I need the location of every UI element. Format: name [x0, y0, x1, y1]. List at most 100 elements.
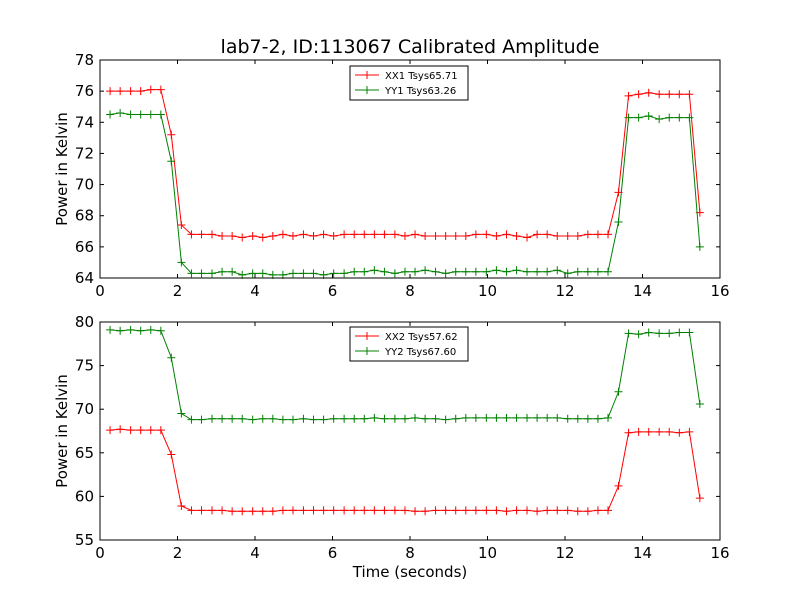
data-point	[258, 414, 267, 423]
data-point	[156, 85, 165, 94]
data-point	[533, 507, 542, 516]
data-point	[248, 231, 257, 240]
data-point	[380, 230, 389, 239]
y-tick-label: 80	[75, 313, 94, 331]
data-point	[675, 428, 684, 437]
data-point	[187, 415, 196, 424]
data-point	[685, 427, 694, 436]
data-point	[136, 426, 145, 435]
data-point	[146, 110, 155, 119]
data-point	[624, 329, 633, 338]
data-point	[126, 87, 135, 96]
data-point	[421, 414, 430, 423]
data-point	[156, 110, 165, 119]
data-point	[461, 231, 470, 240]
data-point	[380, 506, 389, 515]
data-point	[288, 506, 297, 515]
y-tick-label: 74	[75, 113, 94, 131]
data-point	[350, 414, 359, 423]
data-point	[106, 110, 115, 119]
data-point	[573, 231, 582, 240]
data-point	[543, 267, 552, 276]
legend-label: XX2 Tsys57.62	[385, 332, 458, 343]
data-point	[502, 267, 511, 276]
data-point	[451, 267, 460, 276]
data-point	[634, 427, 643, 436]
y-tick-label: 64	[75, 269, 94, 287]
y-tick-label: 76	[75, 82, 94, 100]
data-point	[665, 329, 674, 338]
data-point	[614, 217, 623, 226]
data-point	[573, 267, 582, 276]
data-point	[319, 506, 328, 515]
data-point	[288, 415, 297, 424]
x-tick-label: 14	[633, 282, 652, 300]
series-line	[110, 112, 701, 276]
data-point	[146, 426, 155, 435]
legend-box	[349, 326, 469, 362]
series-line	[110, 89, 701, 239]
data-point	[177, 409, 186, 418]
data-point	[675, 90, 684, 99]
data-point	[350, 230, 359, 239]
data-point	[299, 269, 308, 278]
data-point	[218, 506, 227, 515]
data-point	[360, 506, 369, 515]
data-point	[593, 267, 602, 276]
legend-label: YY1 Tsys63.26	[384, 86, 456, 97]
data-point	[604, 413, 613, 422]
data-point	[471, 230, 480, 239]
data-point	[329, 414, 338, 423]
data-point	[471, 267, 480, 276]
x-tick-label: 6	[328, 544, 338, 562]
data-point	[299, 414, 308, 423]
data-point	[400, 231, 409, 240]
data-point	[451, 506, 460, 515]
data-point	[644, 427, 653, 436]
data-point	[340, 506, 349, 515]
data-point	[482, 267, 491, 276]
data-point	[411, 230, 420, 239]
data-point	[685, 113, 694, 122]
x-tick-label: 0	[95, 282, 105, 300]
x-tick-label: 2	[173, 282, 183, 300]
data-point	[431, 267, 440, 276]
data-point	[634, 113, 643, 122]
data-point	[268, 507, 277, 516]
data-point	[380, 414, 389, 423]
data-point	[126, 110, 135, 119]
data-point	[126, 426, 135, 435]
chart-title: lab7-2, ID:113067 Calibrated Amplitude	[221, 36, 600, 58]
data-point	[207, 230, 216, 239]
data-point	[248, 269, 257, 278]
data-point	[543, 413, 552, 422]
data-point	[624, 113, 633, 122]
data-point	[370, 413, 379, 422]
data-point	[248, 415, 257, 424]
legend-marker	[363, 347, 371, 355]
x-tick-label: 8	[405, 544, 415, 562]
data-point	[604, 267, 613, 276]
series-1-1	[106, 85, 704, 242]
data-point	[238, 233, 247, 242]
data-point	[309, 231, 318, 240]
legend-marker	[363, 86, 371, 94]
data-point	[156, 326, 165, 335]
data-point	[278, 230, 287, 239]
data-point	[634, 90, 643, 99]
data-point	[523, 413, 532, 422]
data-point	[187, 269, 196, 278]
y-tick-label: 55	[75, 531, 94, 549]
x-tick-label: 4	[250, 544, 260, 562]
subplot-2: 0 2 4 6 8 10 12 14 16 55 60 65 70 75 80 Power in Kelvin…	[53, 313, 730, 581]
data-point	[563, 269, 572, 278]
data-point	[461, 267, 470, 276]
data-point	[268, 414, 277, 423]
y-tick-label: 66	[75, 238, 94, 256]
data-point	[299, 506, 308, 515]
data-point	[502, 230, 511, 239]
data-point	[604, 230, 613, 239]
data-point	[228, 267, 237, 276]
data-point	[461, 506, 470, 515]
data-point	[675, 113, 684, 122]
